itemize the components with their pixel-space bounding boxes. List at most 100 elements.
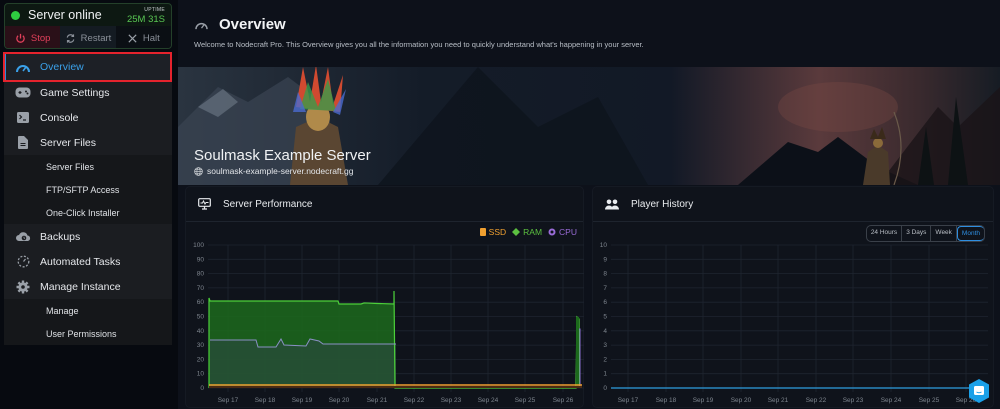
sidebar-item-manage-instance[interactable]: Manage Instance bbox=[4, 274, 172, 299]
svg-text:70: 70 bbox=[197, 285, 205, 292]
backup-icon bbox=[15, 230, 31, 244]
svg-text:Sep 25: Sep 25 bbox=[515, 397, 536, 404]
svg-text:50: 50 bbox=[197, 314, 205, 321]
svg-text:3: 3 bbox=[603, 342, 607, 349]
users-icon bbox=[605, 199, 619, 209]
server-status-card: Server online UPTIME 25M 31S Stop Restar… bbox=[4, 3, 172, 49]
tasks-icon bbox=[15, 255, 31, 269]
svg-text:Sep 17: Sep 17 bbox=[218, 397, 239, 404]
svg-text:Sep 21: Sep 21 bbox=[367, 397, 388, 404]
svg-text:20: 20 bbox=[197, 356, 205, 363]
manage-instance-group: Manage Instance Manage User Permissions bbox=[4, 274, 172, 345]
sidebar-subitem-server-files[interactable]: Server Files bbox=[4, 155, 172, 178]
page-description: Welcome to Nodecraft Pro. This Overview … bbox=[194, 40, 644, 49]
panel-title: Server Performance bbox=[223, 198, 313, 210]
sidebar-subitem-user-permissions[interactable]: User Permissions bbox=[4, 322, 172, 345]
stop-button[interactable]: Stop bbox=[5, 26, 61, 48]
server-performance-panel: Server Performance SSD RAM CPU 100 90 bbox=[185, 186, 584, 408]
restart-label: Restart bbox=[80, 32, 112, 44]
player-history-panel: Player History 24 Hours 3 Days Week Mont… bbox=[592, 186, 994, 408]
server-banner: Soulmask Example Server soulmask-example… bbox=[178, 67, 1000, 185]
svg-text:Sep 20: Sep 20 bbox=[329, 397, 350, 404]
uptime-value: 25M 31S bbox=[126, 14, 165, 25]
chat-support-button[interactable] bbox=[968, 379, 990, 403]
sidebar-item-console[interactable]: Console bbox=[4, 105, 172, 130]
ssd-icon bbox=[479, 228, 486, 236]
svg-text:40: 40 bbox=[197, 328, 205, 335]
cpu-icon bbox=[548, 228, 556, 236]
svg-text:9: 9 bbox=[603, 256, 607, 263]
sidebar-item-label: Overview bbox=[40, 61, 84, 73]
terminal-icon bbox=[15, 111, 31, 125]
range-month[interactable]: Month bbox=[956, 226, 984, 241]
status-text: Server online bbox=[28, 8, 102, 22]
svg-text:Sep 22: Sep 22 bbox=[404, 397, 425, 404]
svg-text:30: 30 bbox=[197, 342, 205, 349]
sidebar-item-game-settings[interactable]: Game Settings bbox=[4, 80, 172, 105]
server-hostname[interactable]: soulmask-example-server.nodecraft.gg bbox=[194, 166, 353, 176]
legend-ssd[interactable]: SSD bbox=[479, 227, 506, 237]
sidebar-nav: Overview Game Settings Console Server Fi… bbox=[4, 54, 172, 345]
ram-icon bbox=[512, 228, 521, 236]
svg-text:Sep 17: Sep 17 bbox=[618, 397, 639, 404]
svg-text:Sep 19: Sep 19 bbox=[292, 397, 313, 404]
svg-text:90: 90 bbox=[197, 256, 205, 263]
legend-ram[interactable]: RAM bbox=[512, 227, 542, 237]
range-24-hours[interactable]: 24 Hours bbox=[867, 226, 903, 241]
page-title: Overview bbox=[219, 16, 286, 33]
svg-text:Sep 24: Sep 24 bbox=[881, 397, 902, 404]
svg-text:Sep 20: Sep 20 bbox=[731, 397, 752, 404]
svg-text:10: 10 bbox=[600, 242, 608, 249]
svg-text:60: 60 bbox=[197, 299, 205, 306]
restart-button[interactable]: Restart bbox=[60, 26, 116, 48]
svg-text:Sep 21: Sep 21 bbox=[768, 397, 789, 404]
sidebar-subitem-manage[interactable]: Manage bbox=[4, 299, 172, 322]
gauge-icon bbox=[195, 22, 208, 30]
svg-text:Sep 18: Sep 18 bbox=[255, 397, 276, 404]
globe-icon bbox=[194, 166, 203, 176]
gauge-icon bbox=[15, 60, 31, 74]
page-header: Overview Welcome to Nodecraft Pro. This … bbox=[194, 16, 644, 49]
panel-title: Player History bbox=[631, 198, 694, 210]
close-icon bbox=[128, 33, 137, 43]
halt-button[interactable]: Halt bbox=[115, 26, 171, 48]
svg-text:Sep 19: Sep 19 bbox=[693, 397, 714, 404]
gamepad-icon bbox=[15, 86, 31, 100]
svg-text:Sep 24: Sep 24 bbox=[478, 397, 499, 404]
svg-text:7: 7 bbox=[603, 285, 607, 292]
sidebar-item-backups[interactable]: Backups bbox=[4, 224, 172, 249]
sidebar-item-label: Game Settings bbox=[40, 86, 110, 99]
svg-text:Sep 22: Sep 22 bbox=[806, 397, 827, 404]
legend-cpu[interactable]: CPU bbox=[548, 227, 577, 237]
svg-text:0: 0 bbox=[603, 385, 607, 392]
sidebar-item-overview[interactable]: Overview bbox=[4, 54, 172, 80]
sidebar-item-server-files[interactable]: Server Files bbox=[4, 130, 172, 155]
uptime: UPTIME 25M 31S bbox=[127, 7, 165, 25]
svg-text:2: 2 bbox=[603, 356, 607, 363]
time-range-selector: 24 Hours 3 Days Week Month bbox=[865, 225, 985, 242]
sidebar-item-automated-tasks[interactable]: Automated Tasks bbox=[4, 249, 172, 274]
sidebar-item-label: Automated Tasks bbox=[40, 255, 121, 268]
sidebar-subitem-one-click-installer[interactable]: One-Click Installer bbox=[4, 201, 172, 224]
svg-text:Sep 18: Sep 18 bbox=[656, 397, 677, 404]
character-figure-left bbox=[290, 67, 348, 185]
svg-text:100: 100 bbox=[193, 242, 204, 249]
svg-text:Sep 26: Sep 26 bbox=[956, 397, 977, 404]
file-icon bbox=[15, 136, 31, 150]
svg-text:Sep 23: Sep 23 bbox=[843, 397, 864, 404]
banner-artwork bbox=[178, 67, 1000, 185]
range-week[interactable]: Week bbox=[931, 226, 957, 241]
svg-text:Sep 26: Sep 26 bbox=[553, 397, 574, 404]
monitor-pulse-icon bbox=[198, 198, 211, 210]
server-files-group: Server Files Server Files FTP/SFTP Acces… bbox=[4, 130, 172, 224]
range-3-days[interactable]: 3 Days bbox=[902, 226, 932, 241]
uptime-label: UPTIME bbox=[144, 7, 165, 13]
svg-text:5: 5 bbox=[603, 314, 607, 321]
sidebar-item-label: Backups bbox=[40, 230, 81, 243]
svg-text:6: 6 bbox=[603, 299, 607, 306]
sidebar-subitem-ftp-access[interactable]: FTP/SFTP Access bbox=[4, 178, 172, 201]
sidebar-item-label: Console bbox=[40, 111, 79, 124]
